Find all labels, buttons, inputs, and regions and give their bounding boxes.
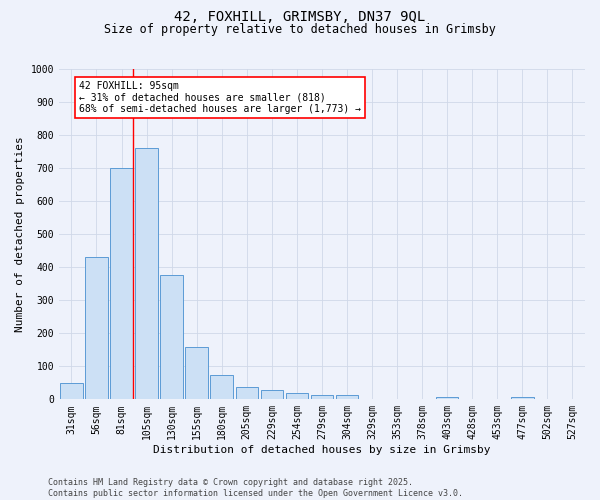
Bar [286,394,308,400]
Bar [511,396,533,400]
Bar [185,347,208,400]
Bar [236,387,258,400]
X-axis label: Distribution of detached houses by size in Grimsby: Distribution of detached houses by size … [153,445,491,455]
Text: Size of property relative to detached houses in Grimsby: Size of property relative to detached ho… [104,22,496,36]
Bar [336,396,358,400]
Bar [136,148,158,400]
Text: 42, FOXHILL, GRIMSBY, DN37 9QL: 42, FOXHILL, GRIMSBY, DN37 9QL [175,10,425,24]
Text: Contains HM Land Registry data © Crown copyright and database right 2025.
Contai: Contains HM Land Registry data © Crown c… [48,478,463,498]
Text: 42 FOXHILL: 95sqm
← 31% of detached houses are smaller (818)
68% of semi-detache: 42 FOXHILL: 95sqm ← 31% of detached hous… [79,80,361,114]
Bar [85,258,108,400]
Bar [260,390,283,400]
Y-axis label: Number of detached properties: Number of detached properties [15,136,25,332]
Bar [60,383,83,400]
Bar [160,276,183,400]
Bar [436,396,458,400]
Bar [211,374,233,400]
Bar [311,395,333,400]
Bar [110,168,133,400]
